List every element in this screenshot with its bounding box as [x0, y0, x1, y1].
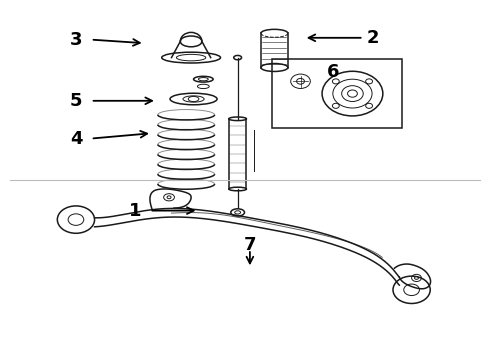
- Text: 7: 7: [244, 236, 256, 254]
- Text: 4: 4: [70, 130, 82, 148]
- Text: 2: 2: [366, 29, 379, 47]
- Text: 6: 6: [327, 63, 340, 81]
- Text: 3: 3: [70, 31, 82, 49]
- Text: 1: 1: [128, 202, 141, 220]
- Text: 5: 5: [70, 92, 82, 110]
- Bar: [272, 59, 402, 128]
